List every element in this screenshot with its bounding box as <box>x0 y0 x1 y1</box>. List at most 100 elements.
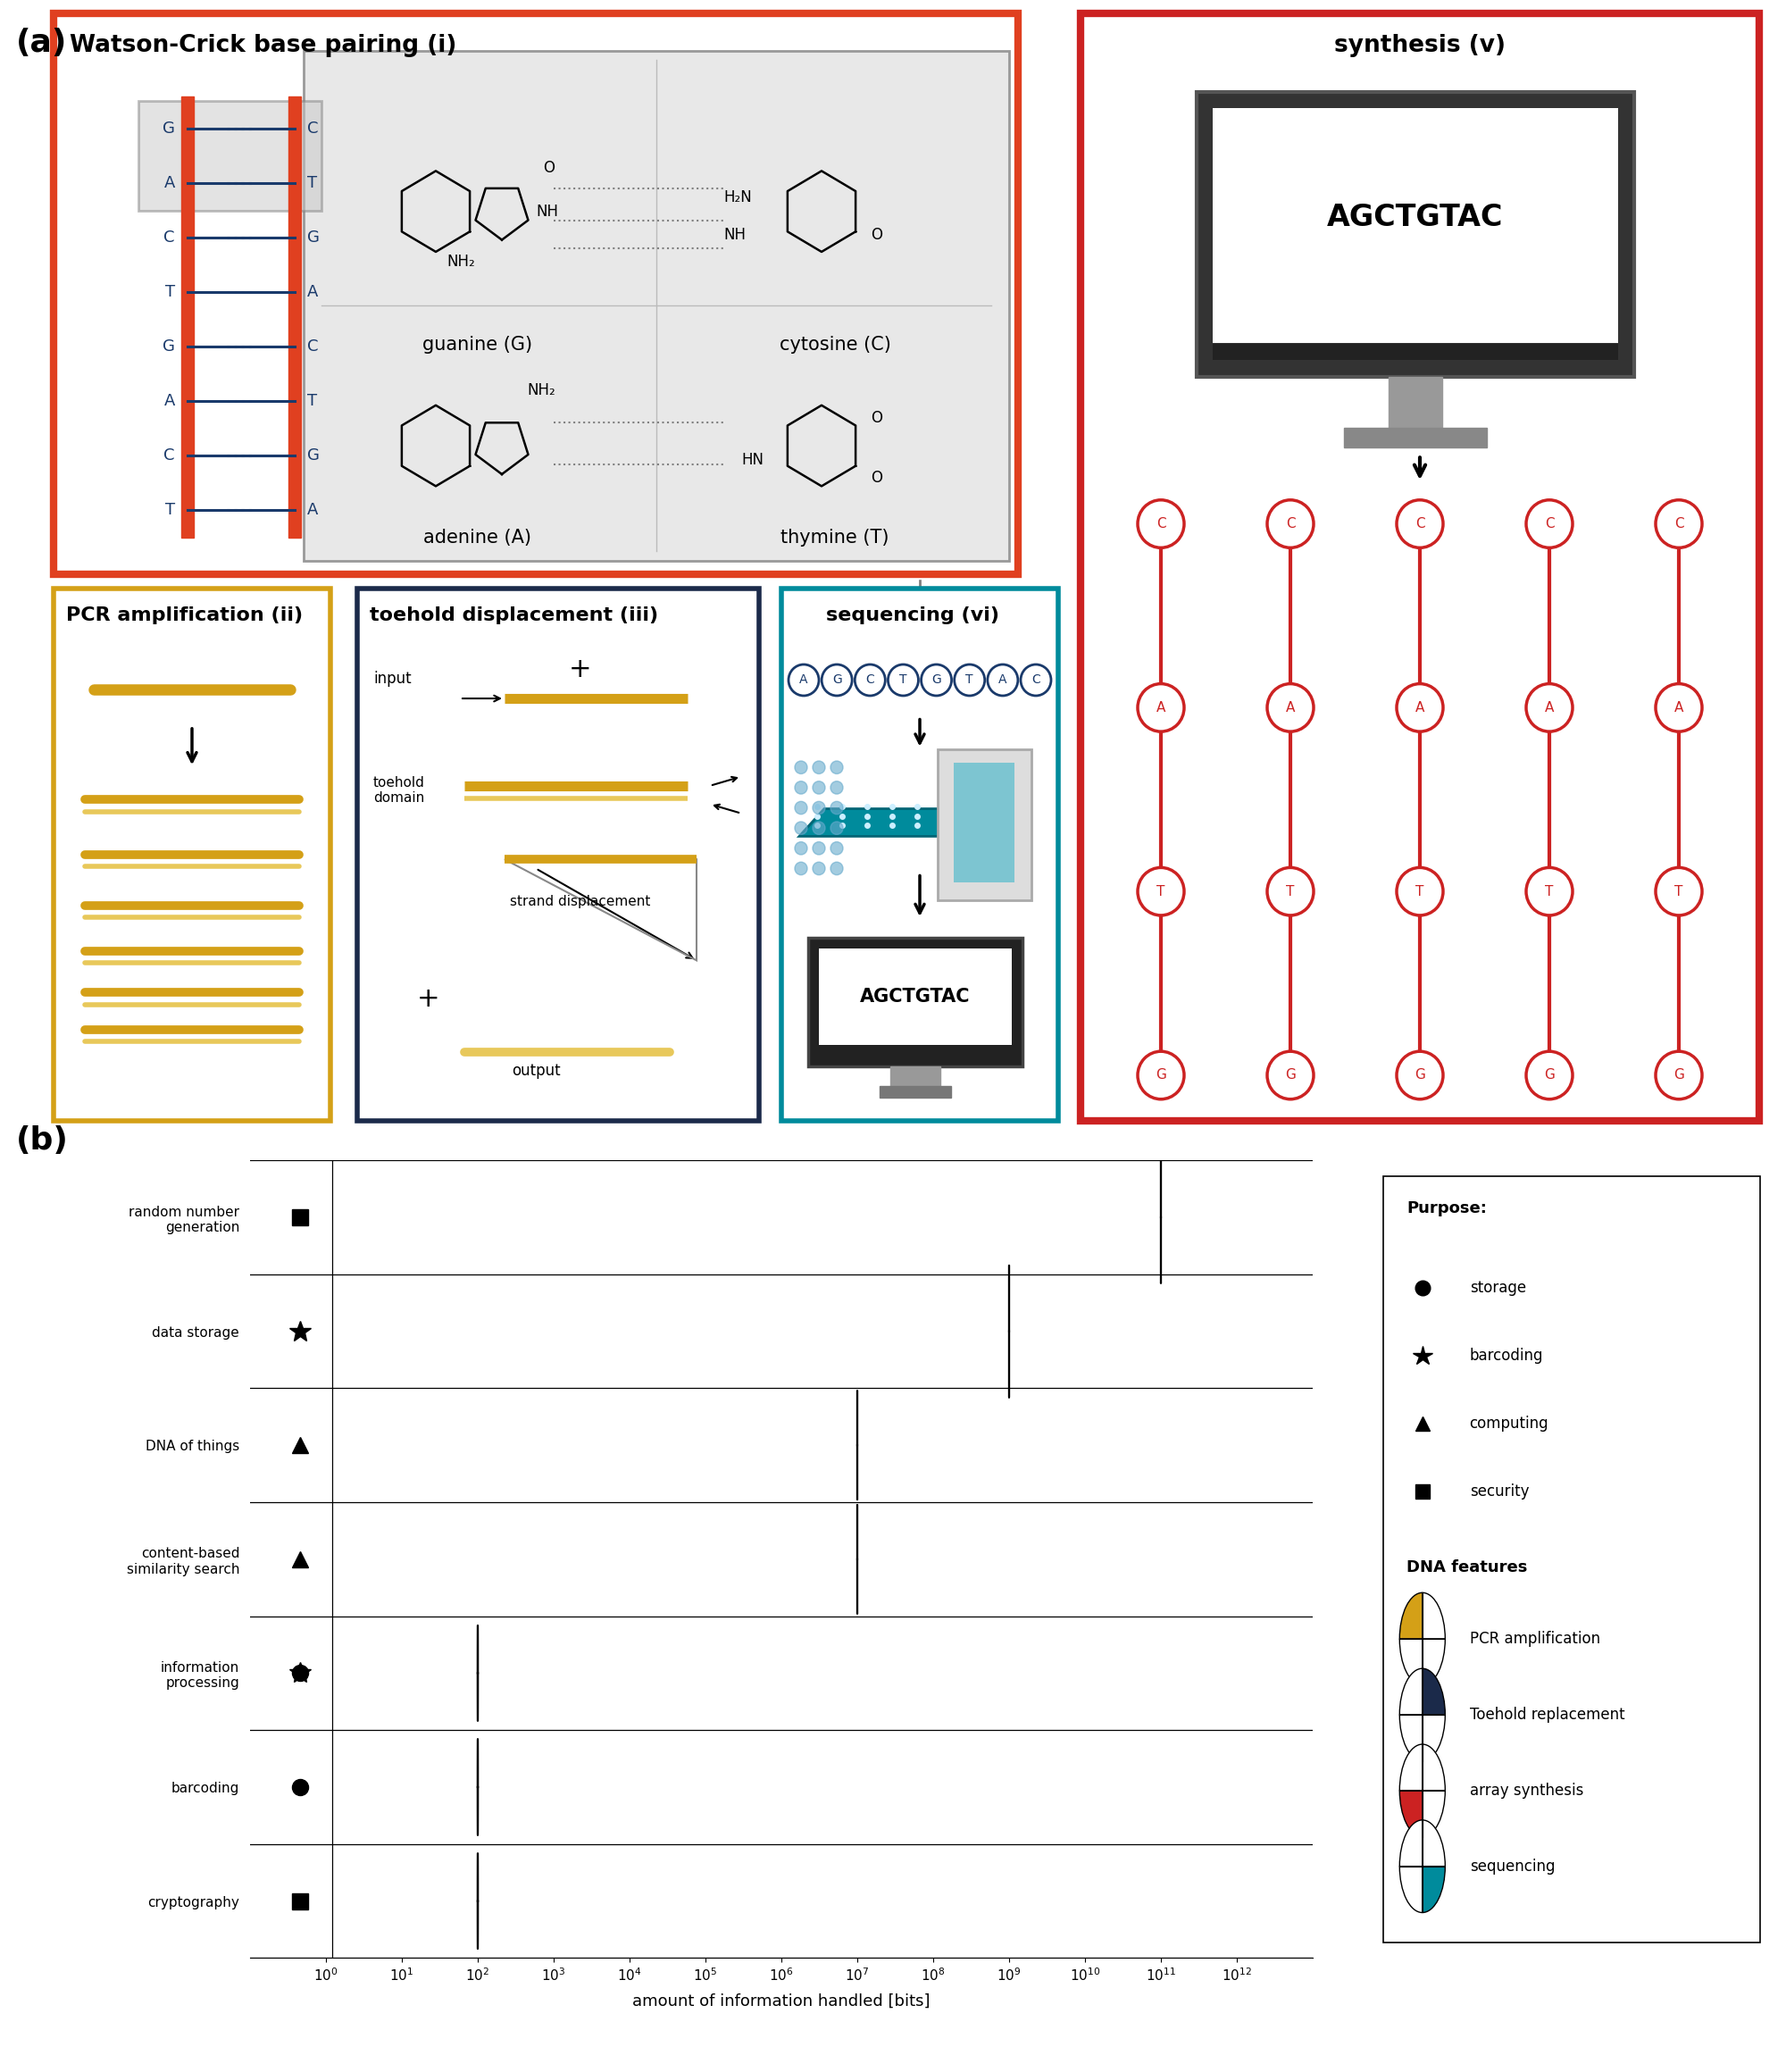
Circle shape <box>813 841 825 856</box>
Wedge shape <box>1422 1716 1445 1761</box>
Text: C: C <box>307 120 318 137</box>
Circle shape <box>1656 1051 1702 1098</box>
Text: A: A <box>164 176 175 191</box>
Circle shape <box>813 781 825 794</box>
Bar <box>139 102 321 211</box>
Wedge shape <box>1422 1790 1445 1836</box>
Text: T: T <box>1157 885 1164 897</box>
Bar <box>1213 344 1618 361</box>
Text: O: O <box>872 410 882 427</box>
Text: G: G <box>1673 1069 1684 1082</box>
Text: array synthesis: array synthesis <box>1470 1782 1582 1798</box>
Wedge shape <box>1422 1593 1445 1639</box>
Bar <box>54 588 330 1121</box>
Text: C: C <box>307 338 318 354</box>
Bar <box>182 97 193 537</box>
Circle shape <box>1268 684 1314 731</box>
Text: barcoding: barcoding <box>1470 1347 1543 1363</box>
Circle shape <box>789 665 818 696</box>
Text: T: T <box>307 176 318 191</box>
Text: A: A <box>1156 700 1166 715</box>
Circle shape <box>1138 868 1184 916</box>
Circle shape <box>1656 499 1702 547</box>
Text: output: output <box>511 1063 561 1080</box>
Circle shape <box>795 802 807 814</box>
Wedge shape <box>1422 1639 1445 1685</box>
Text: guanine (G): guanine (G) <box>423 336 532 354</box>
Text: toehold
domain: toehold domain <box>373 775 425 804</box>
Circle shape <box>830 781 843 794</box>
Text: A: A <box>307 501 318 518</box>
Text: T: T <box>1675 885 1682 897</box>
Circle shape <box>813 760 825 773</box>
Text: computing: computing <box>1470 1415 1548 1432</box>
Text: O: O <box>543 160 554 176</box>
Text: (b): (b) <box>16 1125 68 1156</box>
Circle shape <box>1022 665 1050 696</box>
Circle shape <box>830 802 843 814</box>
Circle shape <box>830 841 843 856</box>
Wedge shape <box>1400 1867 1422 1912</box>
Circle shape <box>922 665 952 696</box>
Text: PCR amplification: PCR amplification <box>1470 1631 1600 1647</box>
Wedge shape <box>1400 1819 1422 1867</box>
Text: G: G <box>307 448 320 464</box>
Circle shape <box>795 781 807 794</box>
Bar <box>1390 377 1443 427</box>
Circle shape <box>1397 868 1443 916</box>
Text: G: G <box>163 338 175 354</box>
Text: A: A <box>1286 700 1295 715</box>
Text: AGCTGTAC: AGCTGTAC <box>861 988 970 1007</box>
Circle shape <box>1525 499 1573 547</box>
Bar <box>1197 91 1634 377</box>
Bar <box>938 748 1032 901</box>
Text: input: input <box>373 671 411 686</box>
Text: A: A <box>1415 700 1425 715</box>
Text: A: A <box>800 673 807 686</box>
Text: C: C <box>1032 673 1039 686</box>
Text: NH₂: NH₂ <box>446 255 475 269</box>
Text: PCR amplification (ii): PCR amplification (ii) <box>66 607 304 624</box>
Bar <box>54 15 1018 574</box>
Circle shape <box>1138 499 1184 547</box>
Text: NH: NH <box>536 203 557 220</box>
Text: O: O <box>872 470 882 487</box>
Wedge shape <box>1400 1639 1422 1685</box>
Wedge shape <box>1400 1790 1422 1836</box>
Bar <box>782 588 1057 1121</box>
Wedge shape <box>1400 1668 1422 1716</box>
Text: cytosine (C): cytosine (C) <box>779 336 891 354</box>
Text: G: G <box>307 230 320 247</box>
Bar <box>289 97 300 537</box>
Wedge shape <box>1422 1819 1445 1867</box>
Text: T: T <box>900 673 907 686</box>
Circle shape <box>795 862 807 874</box>
Circle shape <box>1656 868 1702 916</box>
Circle shape <box>795 823 807 835</box>
Circle shape <box>1397 499 1443 547</box>
Text: (a): (a) <box>16 27 68 58</box>
Text: T: T <box>164 501 175 518</box>
Circle shape <box>830 862 843 874</box>
Text: Purpose:: Purpose: <box>1407 1200 1488 1216</box>
Text: G: G <box>1415 1069 1425 1082</box>
Text: NH₂: NH₂ <box>527 383 555 398</box>
Bar <box>1081 15 1759 1121</box>
Wedge shape <box>1422 1867 1445 1912</box>
Circle shape <box>795 760 807 773</box>
Wedge shape <box>1422 1745 1445 1790</box>
Text: C: C <box>164 448 175 464</box>
Wedge shape <box>1400 1745 1422 1790</box>
Text: sequencing: sequencing <box>1470 1859 1556 1875</box>
Bar <box>954 762 1014 883</box>
X-axis label: amount of information handled [bits]: amount of information handled [bits] <box>632 1993 931 2010</box>
Text: AGCTGTAC: AGCTGTAC <box>1327 203 1504 232</box>
Circle shape <box>1268 499 1314 547</box>
Wedge shape <box>1422 1668 1445 1716</box>
Text: C: C <box>1415 518 1425 530</box>
Wedge shape <box>1400 1593 1422 1639</box>
Text: T: T <box>164 284 175 300</box>
Text: G: G <box>1156 1069 1166 1082</box>
Text: G: G <box>1286 1069 1295 1082</box>
Text: storage: storage <box>1470 1280 1525 1295</box>
